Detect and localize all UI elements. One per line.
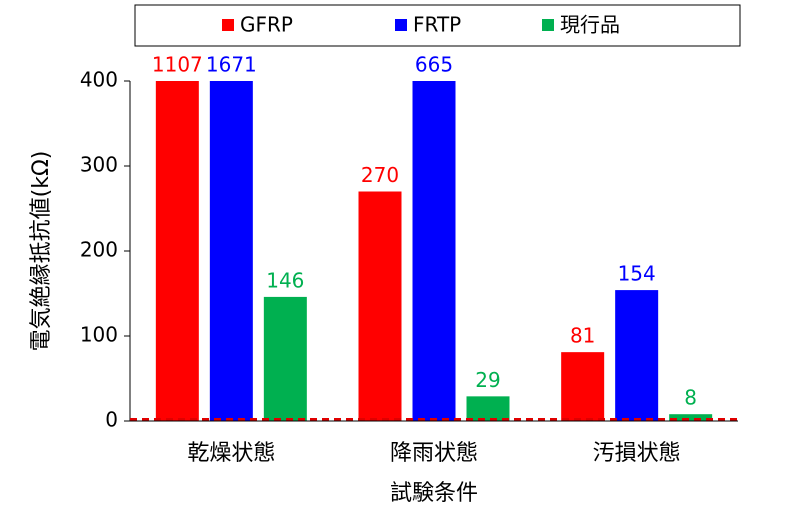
x-tick-label: 乾燥状態 xyxy=(187,441,275,466)
legend-swatch xyxy=(222,19,234,31)
y-axis-label: 電気絶縁抵抗値(kΩ) xyxy=(29,151,54,352)
bar xyxy=(615,290,659,421)
bar xyxy=(669,414,713,421)
bar xyxy=(263,296,307,421)
y-tick-label: 100 xyxy=(80,323,118,347)
y-tick-label: 300 xyxy=(80,153,118,177)
value-label: 29 xyxy=(475,368,500,392)
value-label: 665 xyxy=(415,53,453,77)
value-label: 270 xyxy=(361,163,399,187)
bar xyxy=(412,81,456,421)
value-label: 154 xyxy=(618,262,656,286)
x-tick-label: 降雨状態 xyxy=(390,441,478,466)
legend-swatch xyxy=(542,19,554,31)
y-tick-label: 200 xyxy=(80,238,118,262)
bar xyxy=(209,81,253,421)
bar xyxy=(155,81,199,421)
legend-label: FRTP xyxy=(413,13,461,37)
legend-swatch xyxy=(395,19,407,31)
bar xyxy=(561,352,605,421)
value-label: 1107 xyxy=(152,53,203,77)
value-label: 81 xyxy=(570,324,595,348)
value-label: 8 xyxy=(684,386,697,410)
legend-label: GFRP xyxy=(240,13,293,37)
bar xyxy=(358,191,402,421)
y-tick-label: 0 xyxy=(105,408,118,432)
legend-label: 現行品 xyxy=(560,13,620,37)
value-label: 1671 xyxy=(206,53,257,77)
bar xyxy=(466,396,510,421)
value-label: 146 xyxy=(266,268,304,292)
x-axis-label: 試験条件 xyxy=(390,481,478,506)
legend-box xyxy=(134,4,741,47)
bar-layer xyxy=(155,81,713,421)
y-tick-label: 400 xyxy=(80,68,118,92)
x-tick-label: 汚損状態 xyxy=(593,441,681,466)
